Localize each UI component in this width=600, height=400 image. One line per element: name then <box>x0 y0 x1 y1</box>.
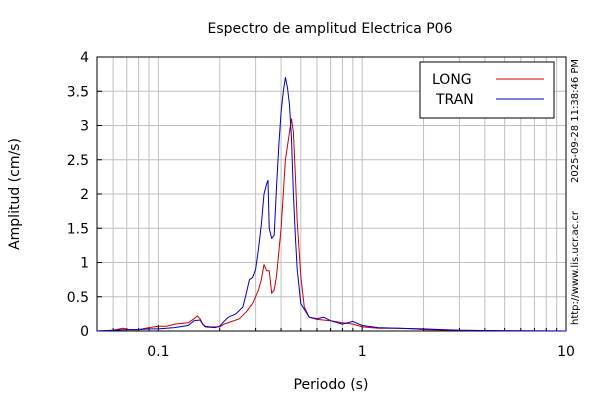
y-tick-label: 0.5 <box>67 290 89 306</box>
y-tick-label: 0 <box>80 324 89 340</box>
legend-label-long: LONG <box>432 72 472 88</box>
tick-labels: 0 0.5 1 1.5 2 2.5 3 3.5 4 0.1 1 10 <box>67 50 575 360</box>
series-line-tran <box>96 77 567 332</box>
timestamp-label: 2025-09-28 11:38:46 PM <box>570 59 581 183</box>
series-lines <box>96 77 567 332</box>
y-tick-label: 2 <box>80 187 89 203</box>
legend: LONG TRAN <box>419 61 555 119</box>
y-tick-label: 2.5 <box>67 153 89 169</box>
y-tick-label: 4 <box>80 50 89 66</box>
y-axis-label: Amplitud (cm/s) <box>7 138 23 250</box>
source-url-label: http://www.lis.ucr.ac.cr <box>570 210 581 325</box>
series-line-long <box>96 118 567 332</box>
y-tick-label: 1 <box>80 256 89 272</box>
legend-box <box>419 61 555 119</box>
y-tick-label: 3.5 <box>67 84 89 100</box>
y-tick-label: 1.5 <box>67 221 89 237</box>
plot-area-frame <box>96 56 567 332</box>
x-tick-label: 10 <box>557 344 575 360</box>
x-tick-label: 1 <box>358 344 367 360</box>
legend-label-tran: TRAN <box>435 92 474 108</box>
x-axis-label: Periodo (s) <box>294 377 369 393</box>
chart-title: Espectro de amplitud Electrica P06 <box>208 21 453 37</box>
grid <box>96 56 566 332</box>
y-tick-label: 3 <box>80 119 89 135</box>
x-tick-label: 0.1 <box>147 344 169 360</box>
